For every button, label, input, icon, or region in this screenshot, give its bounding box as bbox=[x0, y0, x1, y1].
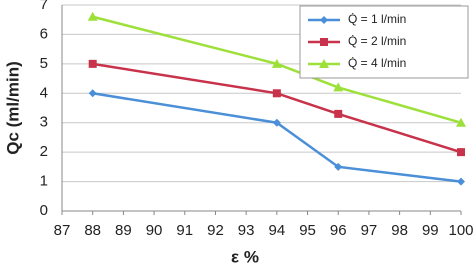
y-tick-label: 4 bbox=[40, 84, 48, 101]
x-tick-label: 92 bbox=[207, 222, 224, 239]
marker bbox=[88, 59, 97, 68]
y-tick-label: 2 bbox=[40, 143, 48, 160]
x-tick-label: 95 bbox=[299, 222, 316, 239]
x-tick-label: 98 bbox=[391, 222, 408, 239]
y-tick-label: 7 bbox=[40, 0, 48, 13]
x-tick-label: 97 bbox=[361, 222, 378, 239]
marker bbox=[272, 89, 281, 98]
marker bbox=[272, 118, 281, 127]
marker bbox=[457, 177, 465, 186]
x-tick-label: 90 bbox=[146, 222, 163, 239]
marker bbox=[320, 38, 328, 46]
marker bbox=[334, 109, 343, 118]
series-line bbox=[92, 92, 462, 183]
y-tick-label: 0 bbox=[40, 202, 48, 219]
y-tick-label: 1 bbox=[40, 173, 48, 190]
marker bbox=[333, 82, 344, 92]
marker bbox=[320, 16, 328, 24]
x-tick-label: 94 bbox=[269, 222, 286, 239]
legend-label: Q̇ = 4 l/min bbox=[348, 56, 406, 70]
x-tick-label: 99 bbox=[422, 222, 439, 239]
marker bbox=[456, 117, 466, 127]
y-tick-label: 6 bbox=[40, 25, 48, 42]
y-axis-label: Qc (ml/min) bbox=[3, 61, 22, 155]
y-tick-label: 3 bbox=[40, 114, 48, 131]
marker bbox=[457, 148, 465, 157]
x-tick-label: 87 bbox=[54, 222, 71, 239]
x-tick-label: 100 bbox=[448, 222, 473, 239]
legend-label: Q̇ = 1 l/min bbox=[348, 12, 406, 26]
marker bbox=[88, 89, 97, 98]
legend: Q̇ = 1 l/min Q̇ = 2 l/min Q̇ = 4 l/min bbox=[299, 5, 469, 79]
marker bbox=[271, 58, 282, 68]
legend-label: Q̇ = 2 l/min bbox=[348, 34, 406, 48]
marker bbox=[87, 11, 98, 21]
x-tick-label: 91 bbox=[176, 222, 193, 239]
x-axis-label: ε % bbox=[231, 247, 259, 266]
x-tick-label: 88 bbox=[84, 222, 101, 239]
x-tick-label: 89 bbox=[115, 222, 132, 239]
marker bbox=[334, 162, 343, 171]
marker bbox=[319, 59, 329, 68]
x-tick-label: 96 bbox=[330, 222, 347, 239]
series-line bbox=[92, 62, 462, 154]
x-tick-label: 93 bbox=[238, 222, 255, 239]
y-tick-label: 5 bbox=[40, 55, 48, 72]
